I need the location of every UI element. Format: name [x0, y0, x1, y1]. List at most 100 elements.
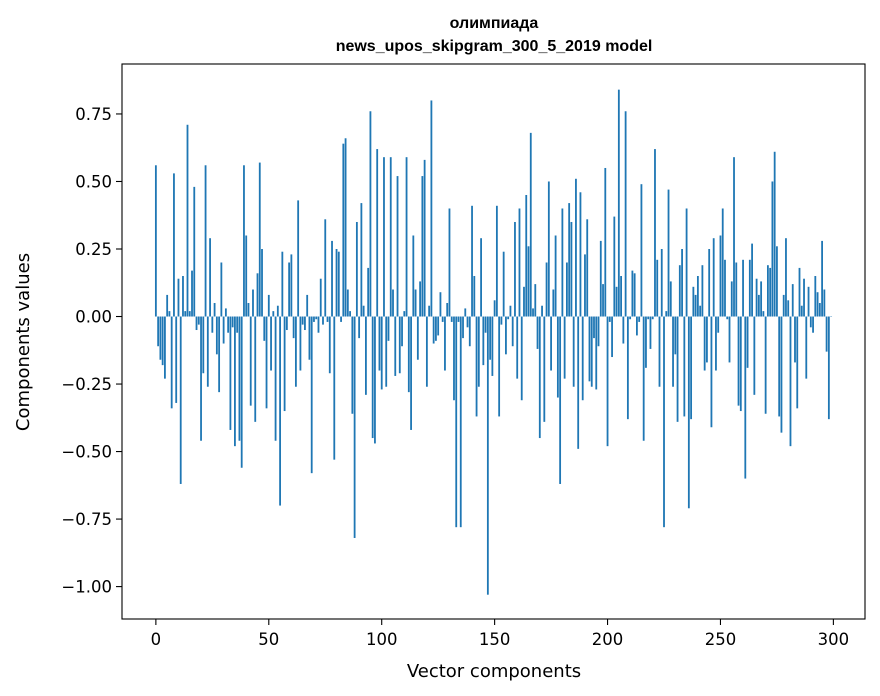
bar: [471, 205, 473, 317]
bar: [604, 167, 607, 317]
bar: [206, 316, 209, 387]
bar: [805, 316, 808, 379]
bar: [288, 262, 291, 317]
bar: [525, 194, 528, 317]
bar: [365, 316, 367, 395]
bar: [762, 311, 765, 317]
bar: [419, 281, 422, 317]
bar: [450, 316, 453, 322]
bar: [195, 316, 198, 331]
bar: [446, 303, 449, 317]
bar: [543, 316, 546, 422]
bar: [276, 305, 279, 317]
bar: [681, 249, 683, 317]
bar: [678, 265, 681, 317]
bar: [274, 316, 277, 441]
bar: [787, 300, 790, 317]
bar: [561, 208, 564, 317]
bar: [622, 316, 625, 344]
x-tick-label: 250: [705, 630, 737, 649]
bar: [430, 100, 433, 317]
bar: [369, 111, 372, 317]
bar: [760, 281, 763, 317]
bar: [462, 316, 464, 339]
bar: [776, 246, 778, 317]
bar: [164, 316, 166, 379]
bar: [335, 249, 338, 317]
bar: [473, 276, 476, 317]
bar: [396, 176, 399, 317]
bar: [475, 316, 478, 417]
bar: [669, 281, 672, 317]
bar: [468, 316, 471, 347]
x-ticks: 0 50 100 150 200 250 300: [151, 619, 850, 649]
y-tick-label: 0.50: [75, 172, 112, 191]
bar: [324, 219, 327, 317]
y-tick-label: −1.00: [61, 578, 112, 597]
bar: [326, 316, 329, 322]
bar: [213, 303, 216, 317]
bar: [534, 284, 537, 317]
bar: [168, 311, 171, 317]
bars-group: [154, 89, 833, 595]
bar: [220, 262, 223, 317]
y-tick-label: 0.75: [75, 105, 112, 124]
bar: [173, 173, 175, 317]
bar: [742, 259, 744, 317]
bar: [617, 89, 620, 317]
bar: [577, 316, 580, 449]
bar: [315, 316, 318, 320]
bar: [353, 316, 356, 538]
bar: [816, 292, 819, 317]
bar: [687, 316, 690, 509]
x-tick-label: 300: [818, 630, 850, 649]
bar: [755, 278, 758, 317]
bar: [676, 316, 679, 422]
bar: [710, 316, 713, 428]
bar: [696, 276, 699, 317]
bar: [785, 238, 787, 317]
bar: [798, 267, 801, 317]
bar: [624, 111, 627, 317]
bar: [328, 316, 331, 374]
bar: [480, 238, 482, 317]
bar: [593, 316, 595, 339]
bar: [355, 221, 358, 317]
bar: [170, 316, 173, 409]
x-tick-label: 150: [479, 630, 511, 649]
bar: [532, 308, 534, 317]
bar: [559, 316, 562, 484]
plot-frame: [121, 63, 866, 620]
y-ticks: −1.00 −0.75 −0.50 −0.25 0.00 0.25 0.50 0.75: [61, 105, 122, 597]
bar: [751, 243, 753, 317]
x-tick-label: 200: [592, 630, 624, 649]
bar: [703, 316, 706, 371]
bar: [313, 316, 315, 322]
bar: [394, 316, 397, 376]
bar: [204, 165, 207, 317]
bar: [633, 273, 636, 317]
bar: [265, 316, 268, 409]
bar: [737, 316, 740, 406]
bar: [256, 273, 259, 317]
bar: [252, 289, 254, 317]
bar: [414, 289, 417, 317]
bar: [389, 157, 392, 317]
bar: [807, 286, 810, 317]
bar: [243, 165, 245, 317]
bar: [161, 316, 164, 366]
bar: [437, 316, 440, 336]
bar: [466, 316, 469, 328]
x-axis-label: Vector components: [407, 661, 581, 682]
bar: [794, 316, 796, 363]
bar: [349, 311, 351, 317]
chart-subtitle: news_upos_skipgram_300_5_2019 model: [336, 38, 653, 55]
bar: [509, 305, 512, 317]
bar: [376, 149, 379, 317]
bar: [663, 316, 665, 528]
bar: [482, 316, 485, 366]
bar: [486, 316, 489, 595]
